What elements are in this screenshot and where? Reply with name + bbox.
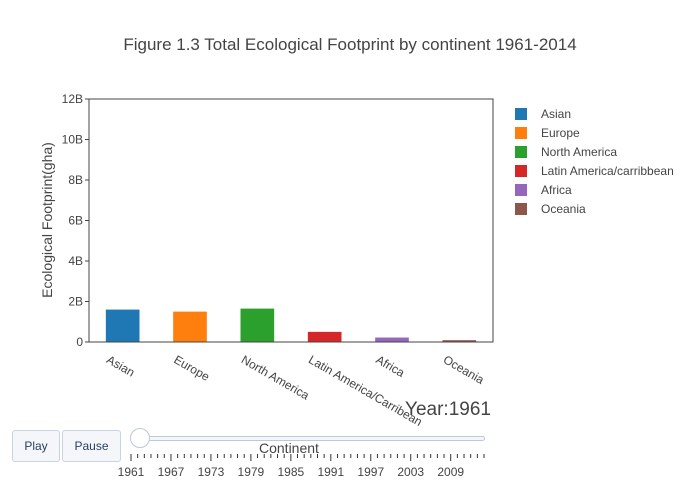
legend-label: Asian	[541, 107, 571, 121]
y-axis-label: Ecological Footprint(gha)	[39, 142, 55, 298]
legend-label: North America	[541, 145, 617, 159]
y-tick-label: 8B	[68, 173, 83, 187]
y-tick-label: 10B	[62, 133, 83, 147]
bar-5	[442, 340, 477, 342]
slider-tick-label: 2003	[397, 465, 424, 479]
legend-label: Latin America/carribbean	[541, 164, 674, 178]
slider-tick-label: 2009	[437, 465, 464, 479]
x-tick-label: Africa	[374, 352, 408, 380]
play-button[interactable]: Play	[12, 430, 60, 462]
y-tick-label: 2B	[68, 295, 83, 309]
x-tick-label: North America	[239, 352, 312, 402]
legend-swatch	[515, 165, 527, 177]
legend-label: Africa	[541, 183, 572, 197]
x-tick-label: Europe	[172, 352, 213, 384]
slider-handle[interactable]	[130, 428, 150, 448]
legend-label: Europe	[541, 126, 580, 140]
y-tick-label: 4B	[68, 254, 83, 268]
bar-2	[240, 308, 275, 342]
pause-button[interactable]: Pause	[62, 430, 121, 462]
bar-0	[105, 309, 140, 342]
chart-title: Figure 1.3 Total Ecological Footprint by…	[123, 35, 576, 54]
slider-tick-label: 1985	[277, 465, 304, 479]
slider-prefix: Year:	[405, 399, 449, 420]
slider-label: Continent	[259, 440, 319, 456]
y-tick-label: 12B	[62, 92, 83, 106]
legend-swatch	[515, 127, 527, 139]
x-tick-label: Oceania	[441, 352, 487, 387]
legend-swatch	[515, 108, 527, 120]
bar-4	[375, 337, 409, 342]
slider-current-year: 1961	[448, 399, 491, 420]
y-tick-label: 6B	[68, 214, 83, 228]
slider-current-value: Year:1961	[405, 399, 491, 421]
slider-tick-label: 1961	[118, 465, 145, 479]
slider-tick-label: 1979	[238, 465, 265, 479]
plot-frame	[88, 98, 494, 343]
y-tick-label: 0	[76, 335, 83, 349]
slider-tick-label: 1973	[198, 465, 225, 479]
legend-swatch	[515, 184, 527, 196]
legend-label: Oceania	[541, 202, 586, 216]
slider-tick-label: 1997	[357, 465, 384, 479]
bar-1	[173, 311, 207, 342]
x-tick-label: Asian	[104, 352, 137, 379]
legend-swatch	[515, 146, 527, 158]
slider-tick-label: 1967	[158, 465, 185, 479]
slider-tick-label: 1991	[317, 465, 344, 479]
legend-swatch	[515, 203, 527, 215]
bar-3	[307, 331, 342, 342]
